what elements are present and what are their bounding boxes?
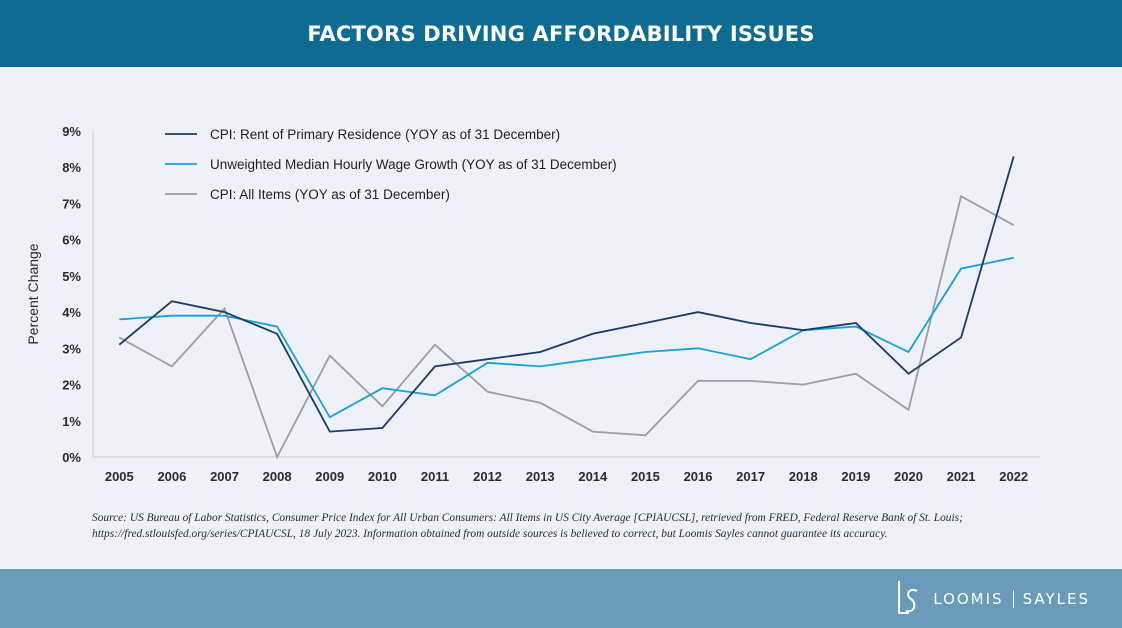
legend-label-2: Unweighted Median Hourly Wage Growth (YO… [210,157,617,172]
x-tick-label: 2007 [210,469,239,484]
legend-label-3: CPI: All Items (YOY as of 31 December) [210,187,450,202]
loomis-sayles-logo: LOOMIS SAYLES [893,577,1090,621]
source-note: Source: US Bureau of Labor Statistics, C… [92,512,963,540]
y-tick-label: 6% [62,233,81,248]
y-tick-label: 7% [62,196,81,211]
logo-text-sayles: SAYLES [1022,590,1090,608]
y-tick-label: 2% [62,378,81,393]
y-tick-label: 8% [62,160,81,175]
series-line-3 [118,194,1015,460]
x-tick-label: 2005 [105,469,134,484]
header-bar: FACTORS DRIVING AFFORDABILITY ISSUES [0,0,1122,67]
legend-label-1: CPI: Rent of Primary Residence (YOY as o… [210,127,560,142]
chart-area: 0% 1% 2% 3% 4% 5% 6% 7% 8% 9% 2005 2006 2007 2008 2009… [0,67,1122,503]
y-tick-label: 3% [62,341,81,356]
y-tick-label: 5% [62,269,81,284]
logo-divider [1012,590,1014,608]
x-tick-label: 2017 [736,469,765,484]
series-line-2 [119,256,1014,419]
x-tick-label: 2014 [578,469,608,484]
x-tick-label: 2008 [263,469,292,484]
x-tick-label: 2022 [999,469,1028,484]
x-tick-label: 2021 [947,469,976,484]
x-tick-label: 2015 [631,469,660,484]
page-title: FACTORS DRIVING AFFORDABILITY ISSUES [307,21,815,46]
x-tick-label: 2006 [157,469,186,484]
x-tick-label: 2018 [789,469,818,484]
x-tick-label: 2016 [684,469,713,484]
y-tick-label: 1% [62,414,81,429]
x-tick-label: 2009 [315,469,344,484]
footer-bar: LOOMIS SAYLES [0,569,1122,628]
y-tick-label: 4% [62,305,81,320]
y-tick-label: 9% [62,124,81,139]
line-chart: 0% 1% 2% 3% 4% 5% 6% 7% 8% 9% 2005 2006 2007 2008 2009… [25,124,1040,484]
x-tick-label: 2011 [421,469,449,484]
x-tick-label: 2013 [526,469,555,484]
ls-monogram-icon [898,581,918,614]
logo-text-loomis: LOOMIS [933,590,1004,608]
x-tick-label: 2019 [841,469,870,484]
x-tick-label: 2020 [894,469,923,484]
y-axis-title: Percent Change [25,243,41,344]
y-tick-label: 0% [62,450,81,465]
x-tick-label: 2010 [368,469,397,484]
x-tick-label: 2012 [473,469,502,484]
series-line-1 [118,156,1015,433]
